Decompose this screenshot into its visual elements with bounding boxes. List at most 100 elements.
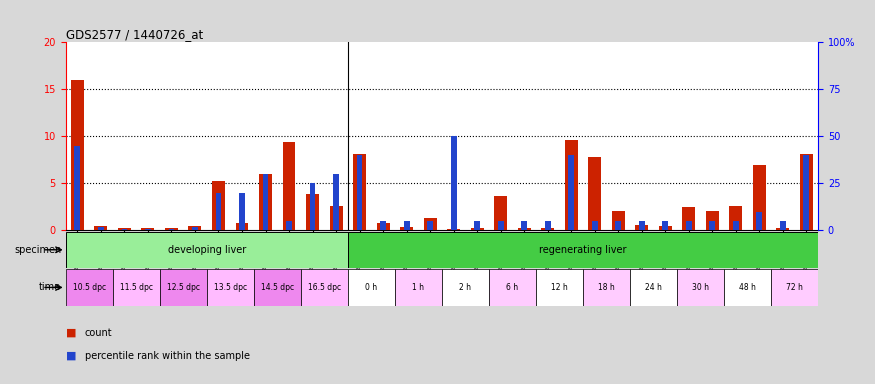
- Bar: [447, 228, 460, 230]
- Bar: [568, 155, 574, 230]
- Bar: [803, 155, 809, 230]
- Bar: [286, 221, 292, 230]
- Text: 12 h: 12 h: [551, 283, 568, 292]
- Text: specimen: specimen: [14, 245, 61, 255]
- Bar: [94, 226, 108, 230]
- Bar: [494, 195, 507, 230]
- Bar: [169, 228, 174, 230]
- Text: 72 h: 72 h: [786, 283, 803, 292]
- Bar: [74, 146, 80, 230]
- Bar: [776, 228, 789, 230]
- Bar: [160, 269, 206, 306]
- Bar: [583, 269, 630, 306]
- Text: 1 h: 1 h: [412, 283, 424, 292]
- Bar: [677, 269, 724, 306]
- Bar: [145, 228, 150, 230]
- Bar: [348, 269, 395, 306]
- Bar: [471, 228, 484, 230]
- Text: 30 h: 30 h: [692, 283, 709, 292]
- Text: developing liver: developing liver: [168, 245, 246, 255]
- Bar: [254, 269, 301, 306]
- Text: ■: ■: [66, 328, 76, 338]
- Bar: [239, 193, 245, 230]
- Bar: [615, 221, 621, 230]
- Bar: [635, 225, 648, 230]
- Bar: [518, 228, 530, 230]
- Text: count: count: [85, 328, 113, 338]
- Bar: [118, 228, 131, 230]
- Text: percentile rank within the sample: percentile rank within the sample: [85, 351, 250, 361]
- Text: 2 h: 2 h: [459, 283, 472, 292]
- Bar: [442, 269, 489, 306]
- Bar: [564, 140, 578, 230]
- Bar: [113, 269, 160, 306]
- Bar: [395, 269, 442, 306]
- Bar: [122, 228, 128, 230]
- Bar: [142, 228, 154, 230]
- Text: GDS2577 / 1440726_at: GDS2577 / 1440726_at: [66, 28, 203, 41]
- Bar: [212, 182, 225, 230]
- Bar: [206, 269, 254, 306]
- Bar: [357, 155, 362, 230]
- Bar: [682, 207, 696, 230]
- Bar: [235, 223, 248, 230]
- Bar: [262, 174, 269, 230]
- Text: 14.5 dpc: 14.5 dpc: [261, 283, 294, 292]
- Text: 16.5 dpc: 16.5 dpc: [308, 283, 341, 292]
- Bar: [310, 184, 316, 230]
- Bar: [730, 206, 742, 230]
- Bar: [659, 226, 672, 230]
- Bar: [165, 228, 178, 230]
- Text: 48 h: 48 h: [739, 283, 756, 292]
- Text: 6 h: 6 h: [507, 283, 519, 292]
- Bar: [724, 269, 771, 306]
- Bar: [71, 80, 84, 230]
- Bar: [330, 206, 342, 230]
- Bar: [686, 221, 692, 230]
- Bar: [756, 212, 762, 230]
- Bar: [489, 269, 536, 306]
- Bar: [451, 136, 457, 230]
- Bar: [259, 174, 272, 230]
- Bar: [333, 174, 339, 230]
- Bar: [66, 232, 348, 268]
- Bar: [474, 221, 480, 230]
- Bar: [301, 269, 348, 306]
- Bar: [733, 221, 738, 230]
- Bar: [427, 221, 433, 230]
- Bar: [354, 154, 366, 230]
- Bar: [771, 269, 818, 306]
- Bar: [376, 223, 389, 230]
- Text: 24 h: 24 h: [645, 283, 662, 292]
- Bar: [188, 226, 201, 230]
- Bar: [710, 221, 715, 230]
- Bar: [612, 211, 625, 230]
- Bar: [706, 211, 718, 230]
- Text: ■: ■: [66, 351, 76, 361]
- Bar: [662, 221, 668, 230]
- Text: time: time: [39, 282, 61, 293]
- Bar: [400, 227, 413, 230]
- Bar: [424, 218, 437, 230]
- Text: 13.5 dpc: 13.5 dpc: [214, 283, 247, 292]
- Bar: [592, 221, 598, 230]
- Bar: [380, 221, 386, 230]
- Text: 12.5 dpc: 12.5 dpc: [167, 283, 200, 292]
- Bar: [800, 154, 813, 230]
- Text: 0 h: 0 h: [365, 283, 377, 292]
- Bar: [752, 164, 766, 230]
- Bar: [306, 194, 319, 230]
- Bar: [639, 221, 645, 230]
- Bar: [545, 221, 550, 230]
- Bar: [522, 221, 527, 230]
- Bar: [542, 228, 554, 230]
- Bar: [192, 227, 198, 230]
- Text: regenerating liver: regenerating liver: [539, 245, 626, 255]
- Bar: [215, 193, 221, 230]
- Text: 11.5 dpc: 11.5 dpc: [120, 283, 152, 292]
- Bar: [630, 269, 677, 306]
- Bar: [66, 269, 113, 306]
- Bar: [348, 232, 818, 268]
- Bar: [98, 227, 104, 230]
- Bar: [283, 142, 296, 230]
